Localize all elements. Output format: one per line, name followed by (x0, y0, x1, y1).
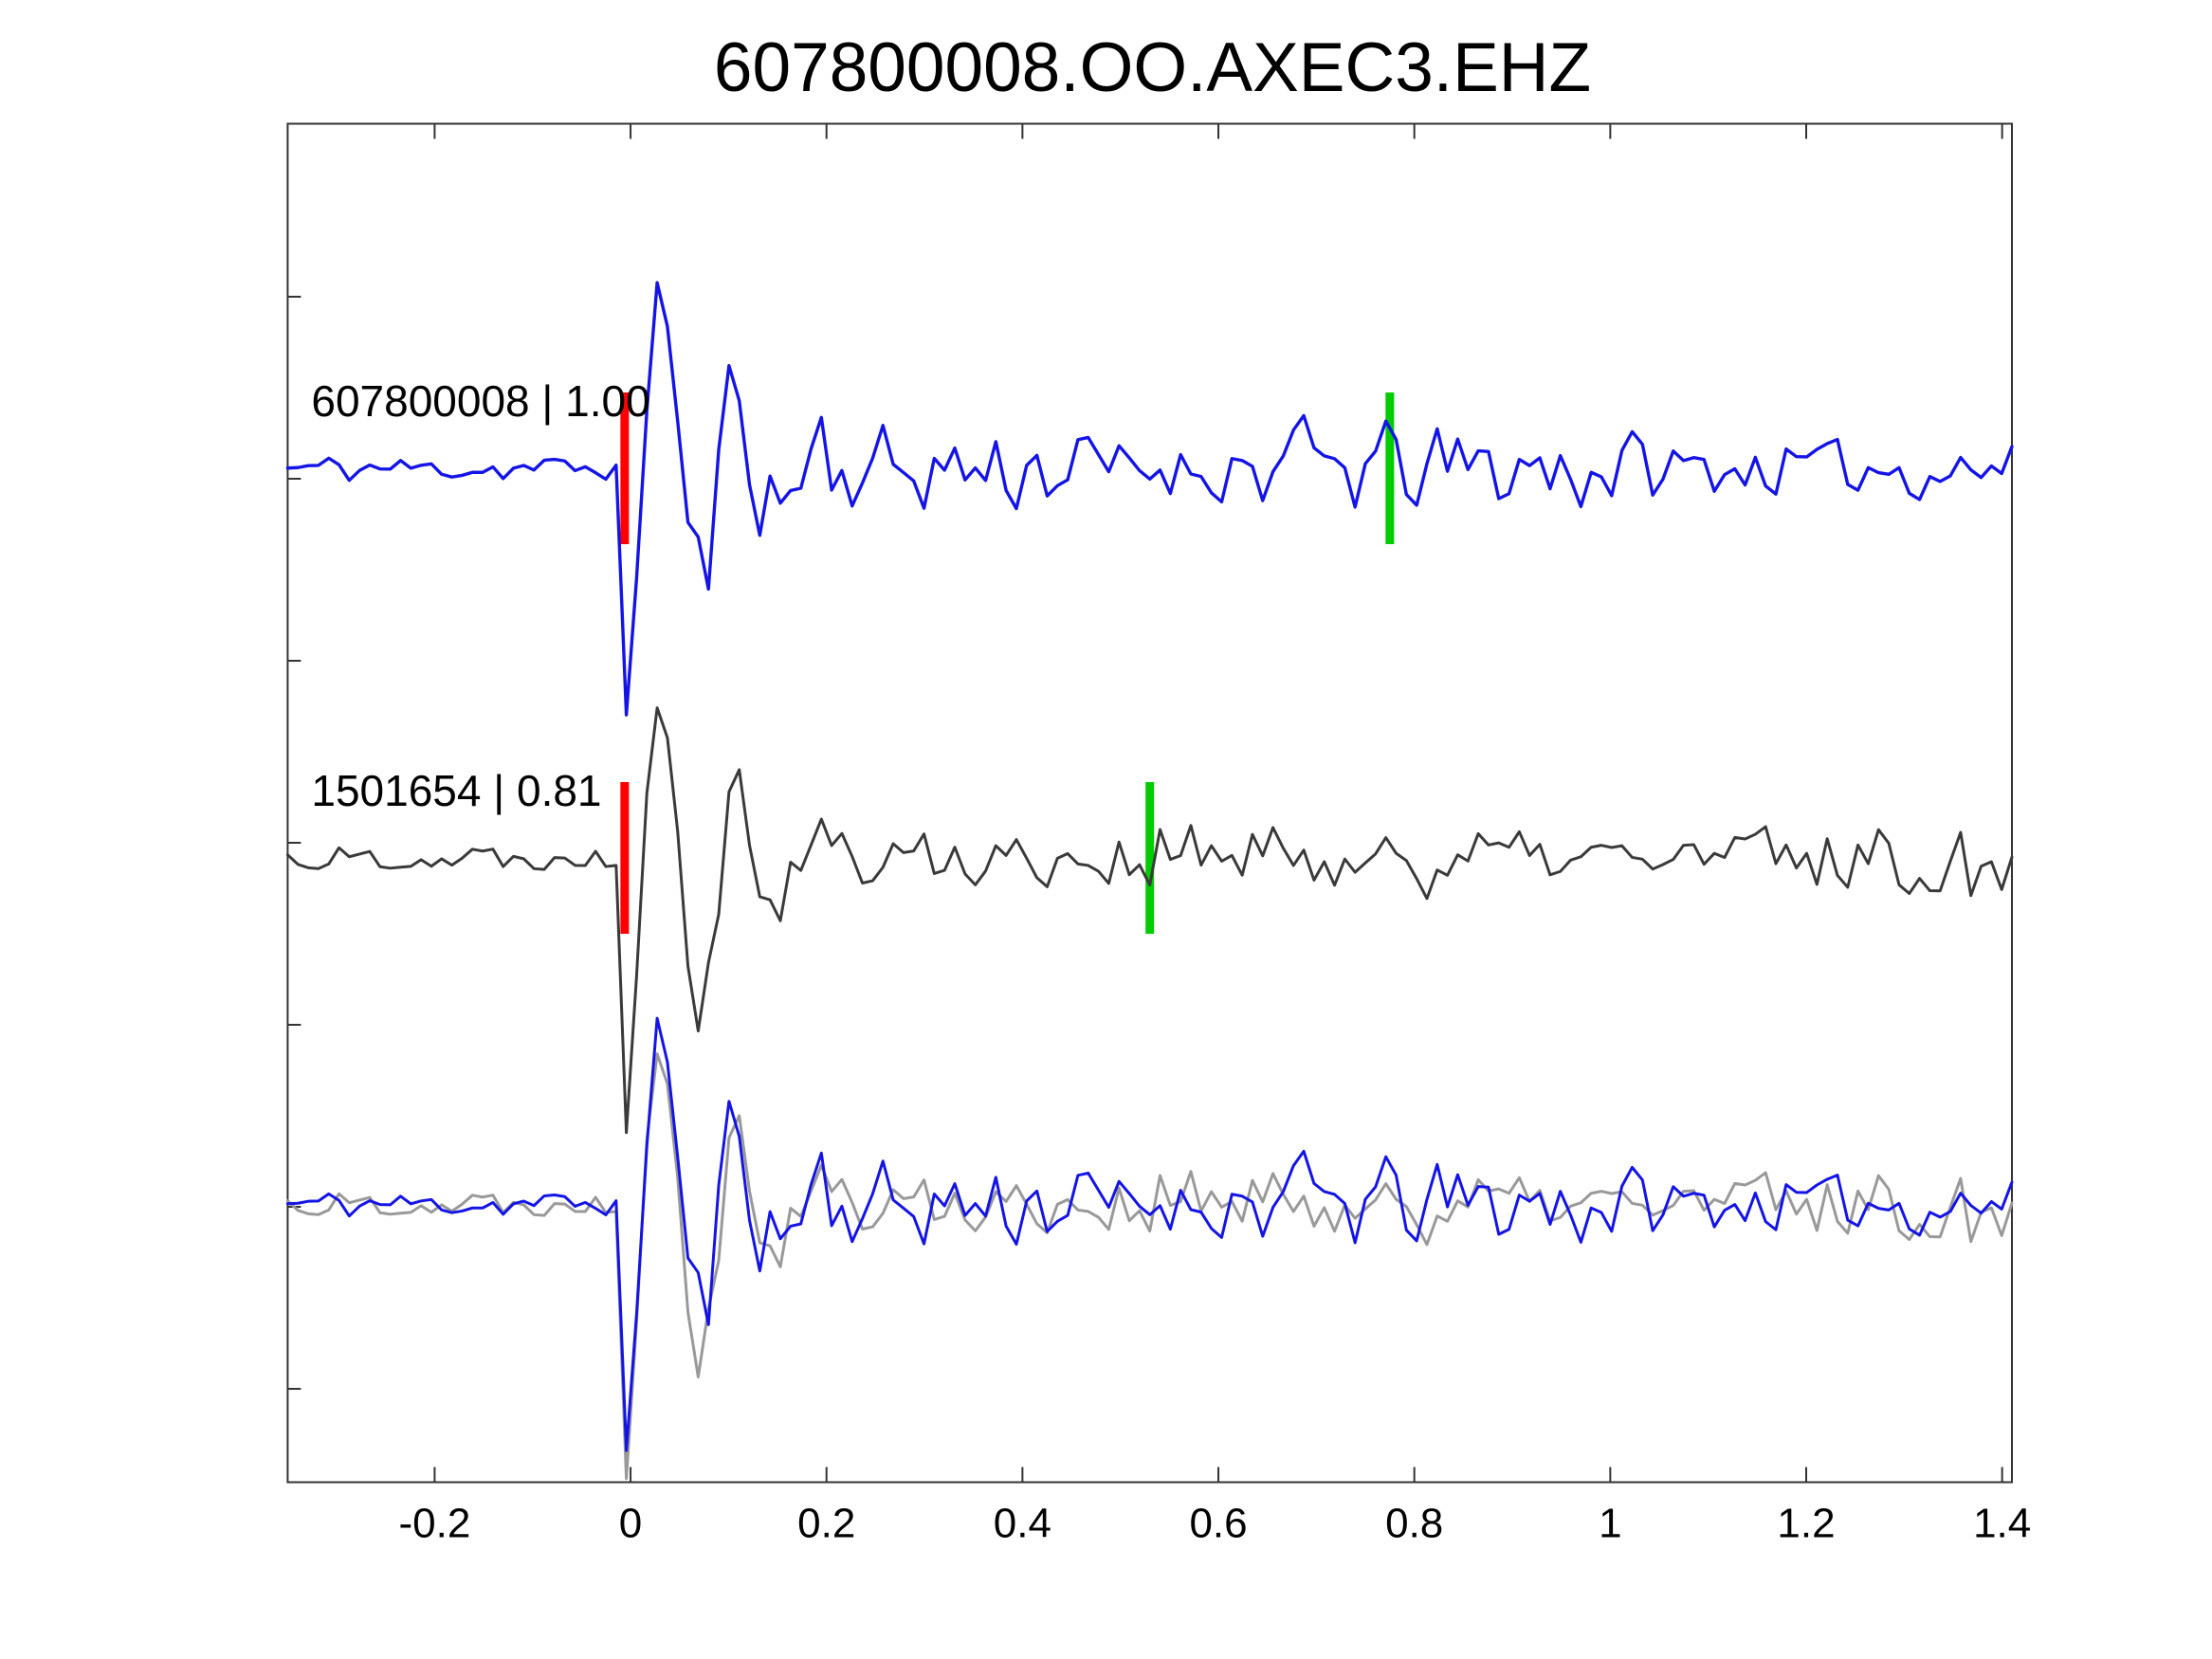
svg-text:-0.2: -0.2 (398, 1501, 470, 1547)
svg-text:0.2: 0.2 (797, 1501, 855, 1547)
svg-text:0: 0 (619, 1501, 642, 1547)
svg-text:0.6: 0.6 (1189, 1501, 1247, 1547)
svg-text:0.4: 0.4 (994, 1501, 1051, 1547)
svg-text:0.8: 0.8 (1385, 1501, 1443, 1547)
svg-text:1: 1 (1599, 1501, 1621, 1547)
svg-text:1.4: 1.4 (1973, 1501, 2031, 1547)
svg-text:1.2: 1.2 (1777, 1501, 1835, 1547)
svg-text:607800008.OO.AXEC3.EHZ: 607800008.OO.AXEC3.EHZ (714, 29, 1591, 106)
svg-text:1501654 | 0.81: 1501654 | 0.81 (311, 766, 601, 815)
svg-text:607800008 | 1.00: 607800008 | 1.00 (311, 376, 649, 426)
